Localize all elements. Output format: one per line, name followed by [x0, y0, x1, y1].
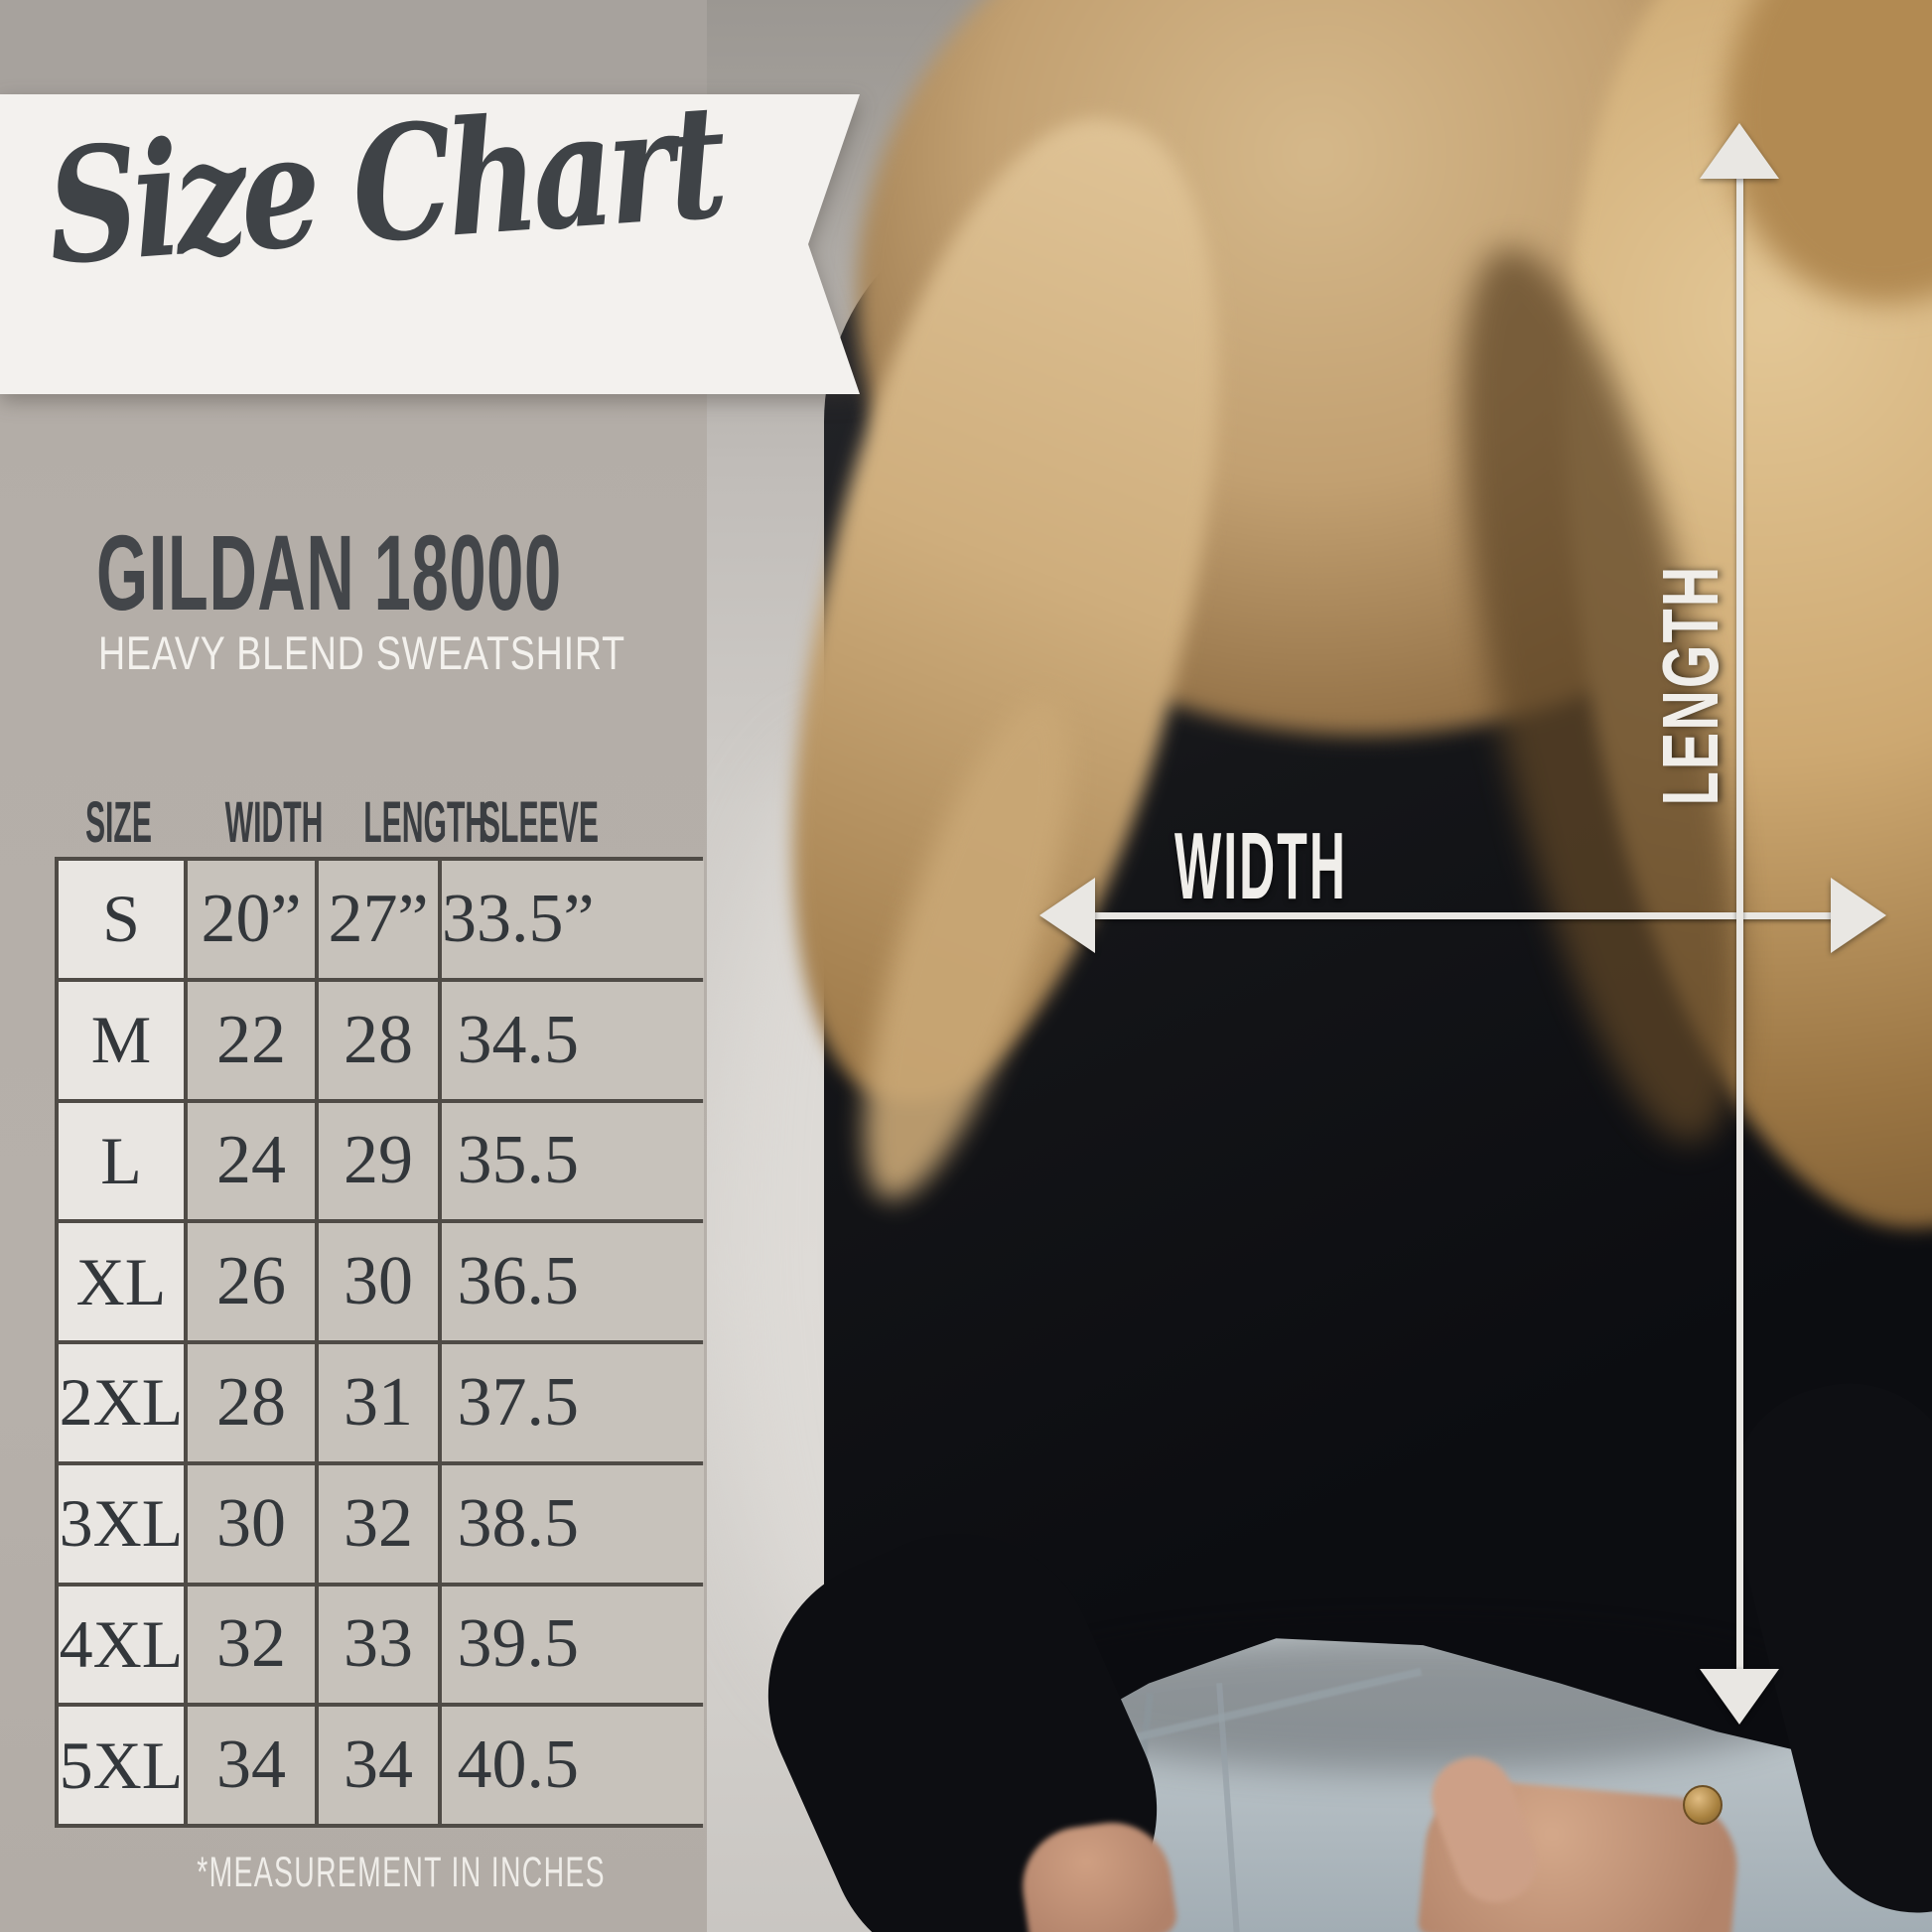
column-header-length: LENGTH	[363, 790, 487, 855]
product-subtitle: HEAVY BLEND SWEATSHIRT	[98, 626, 625, 679]
size-cell: XL	[59, 1223, 184, 1340]
column-header-size: SIZE	[84, 790, 152, 855]
size-cell: L	[59, 1102, 184, 1220]
title-ribbon	[0, 94, 860, 394]
value-cell: 34.5	[442, 981, 704, 1099]
value-cell: 36.5	[442, 1223, 704, 1340]
value-cell: 37.5	[442, 1344, 704, 1461]
size-cell: M	[59, 981, 184, 1099]
value-cell: 28	[319, 981, 438, 1099]
width-arrow-line	[1052, 912, 1876, 919]
value-cell: 33	[319, 1586, 438, 1704]
top-strip	[0, 0, 707, 94]
value-cell: 38.5	[442, 1464, 704, 1583]
column-header-sleeve: SLEEVE	[480, 790, 599, 855]
value-cell: 32	[319, 1464, 438, 1583]
value-cell: 30	[188, 1464, 315, 1583]
value-cell: 29	[319, 1102, 438, 1220]
value-cell: 31	[319, 1344, 438, 1461]
size-table: S 20” 27” 33.5” M 22 28 34.5 L 24 29 35.5 XL 26 30 36.5…	[55, 857, 704, 1828]
value-cell: 39.5	[442, 1586, 704, 1704]
length-arrowhead-down-icon	[1700, 1669, 1779, 1725]
width-arrowhead-right-icon	[1831, 878, 1886, 953]
table-header-row: SIZE WIDTH LENGTH SLEEVE	[55, 789, 703, 855]
page-title: Size Chart	[42, 69, 728, 301]
width-arrowhead-left-icon	[1039, 878, 1095, 953]
length-arrow-line	[1736, 157, 1743, 1674]
size-cell: 3XL	[59, 1464, 184, 1583]
value-cell: 20”	[188, 861, 315, 978]
width-label: WIDTH	[1174, 813, 1347, 919]
size-cell: 5XL	[59, 1707, 184, 1824]
length-label: LENGTH	[1646, 564, 1734, 806]
size-cell: S	[59, 861, 184, 978]
size-cell: 2XL	[59, 1344, 184, 1461]
column-header-width: WIDTH	[224, 790, 324, 855]
value-cell: 24	[188, 1102, 315, 1220]
value-cell: 30	[319, 1223, 438, 1340]
value-cell: 34	[188, 1707, 315, 1824]
size-cell: 4XL	[59, 1586, 184, 1704]
banner-shadow	[0, 94, 894, 412]
value-cell: 32	[188, 1586, 315, 1704]
value-cell: 22	[188, 981, 315, 1099]
value-cell: 34	[319, 1707, 438, 1824]
value-cell: 40.5	[442, 1707, 704, 1824]
value-cell: 33.5”	[442, 861, 704, 978]
value-cell: 28	[188, 1344, 315, 1461]
jeans-button	[1683, 1785, 1723, 1825]
value-cell: 27”	[319, 861, 438, 978]
value-cell: 35.5	[442, 1102, 704, 1220]
value-cell: 26	[188, 1223, 315, 1340]
model-photo	[707, 0, 1932, 1932]
product-name: GILDAN 18000	[96, 512, 562, 632]
measurement-footnote: *MEASUREMENT IN INCHES	[197, 1849, 606, 1896]
length-arrowhead-up-icon	[1700, 123, 1779, 179]
